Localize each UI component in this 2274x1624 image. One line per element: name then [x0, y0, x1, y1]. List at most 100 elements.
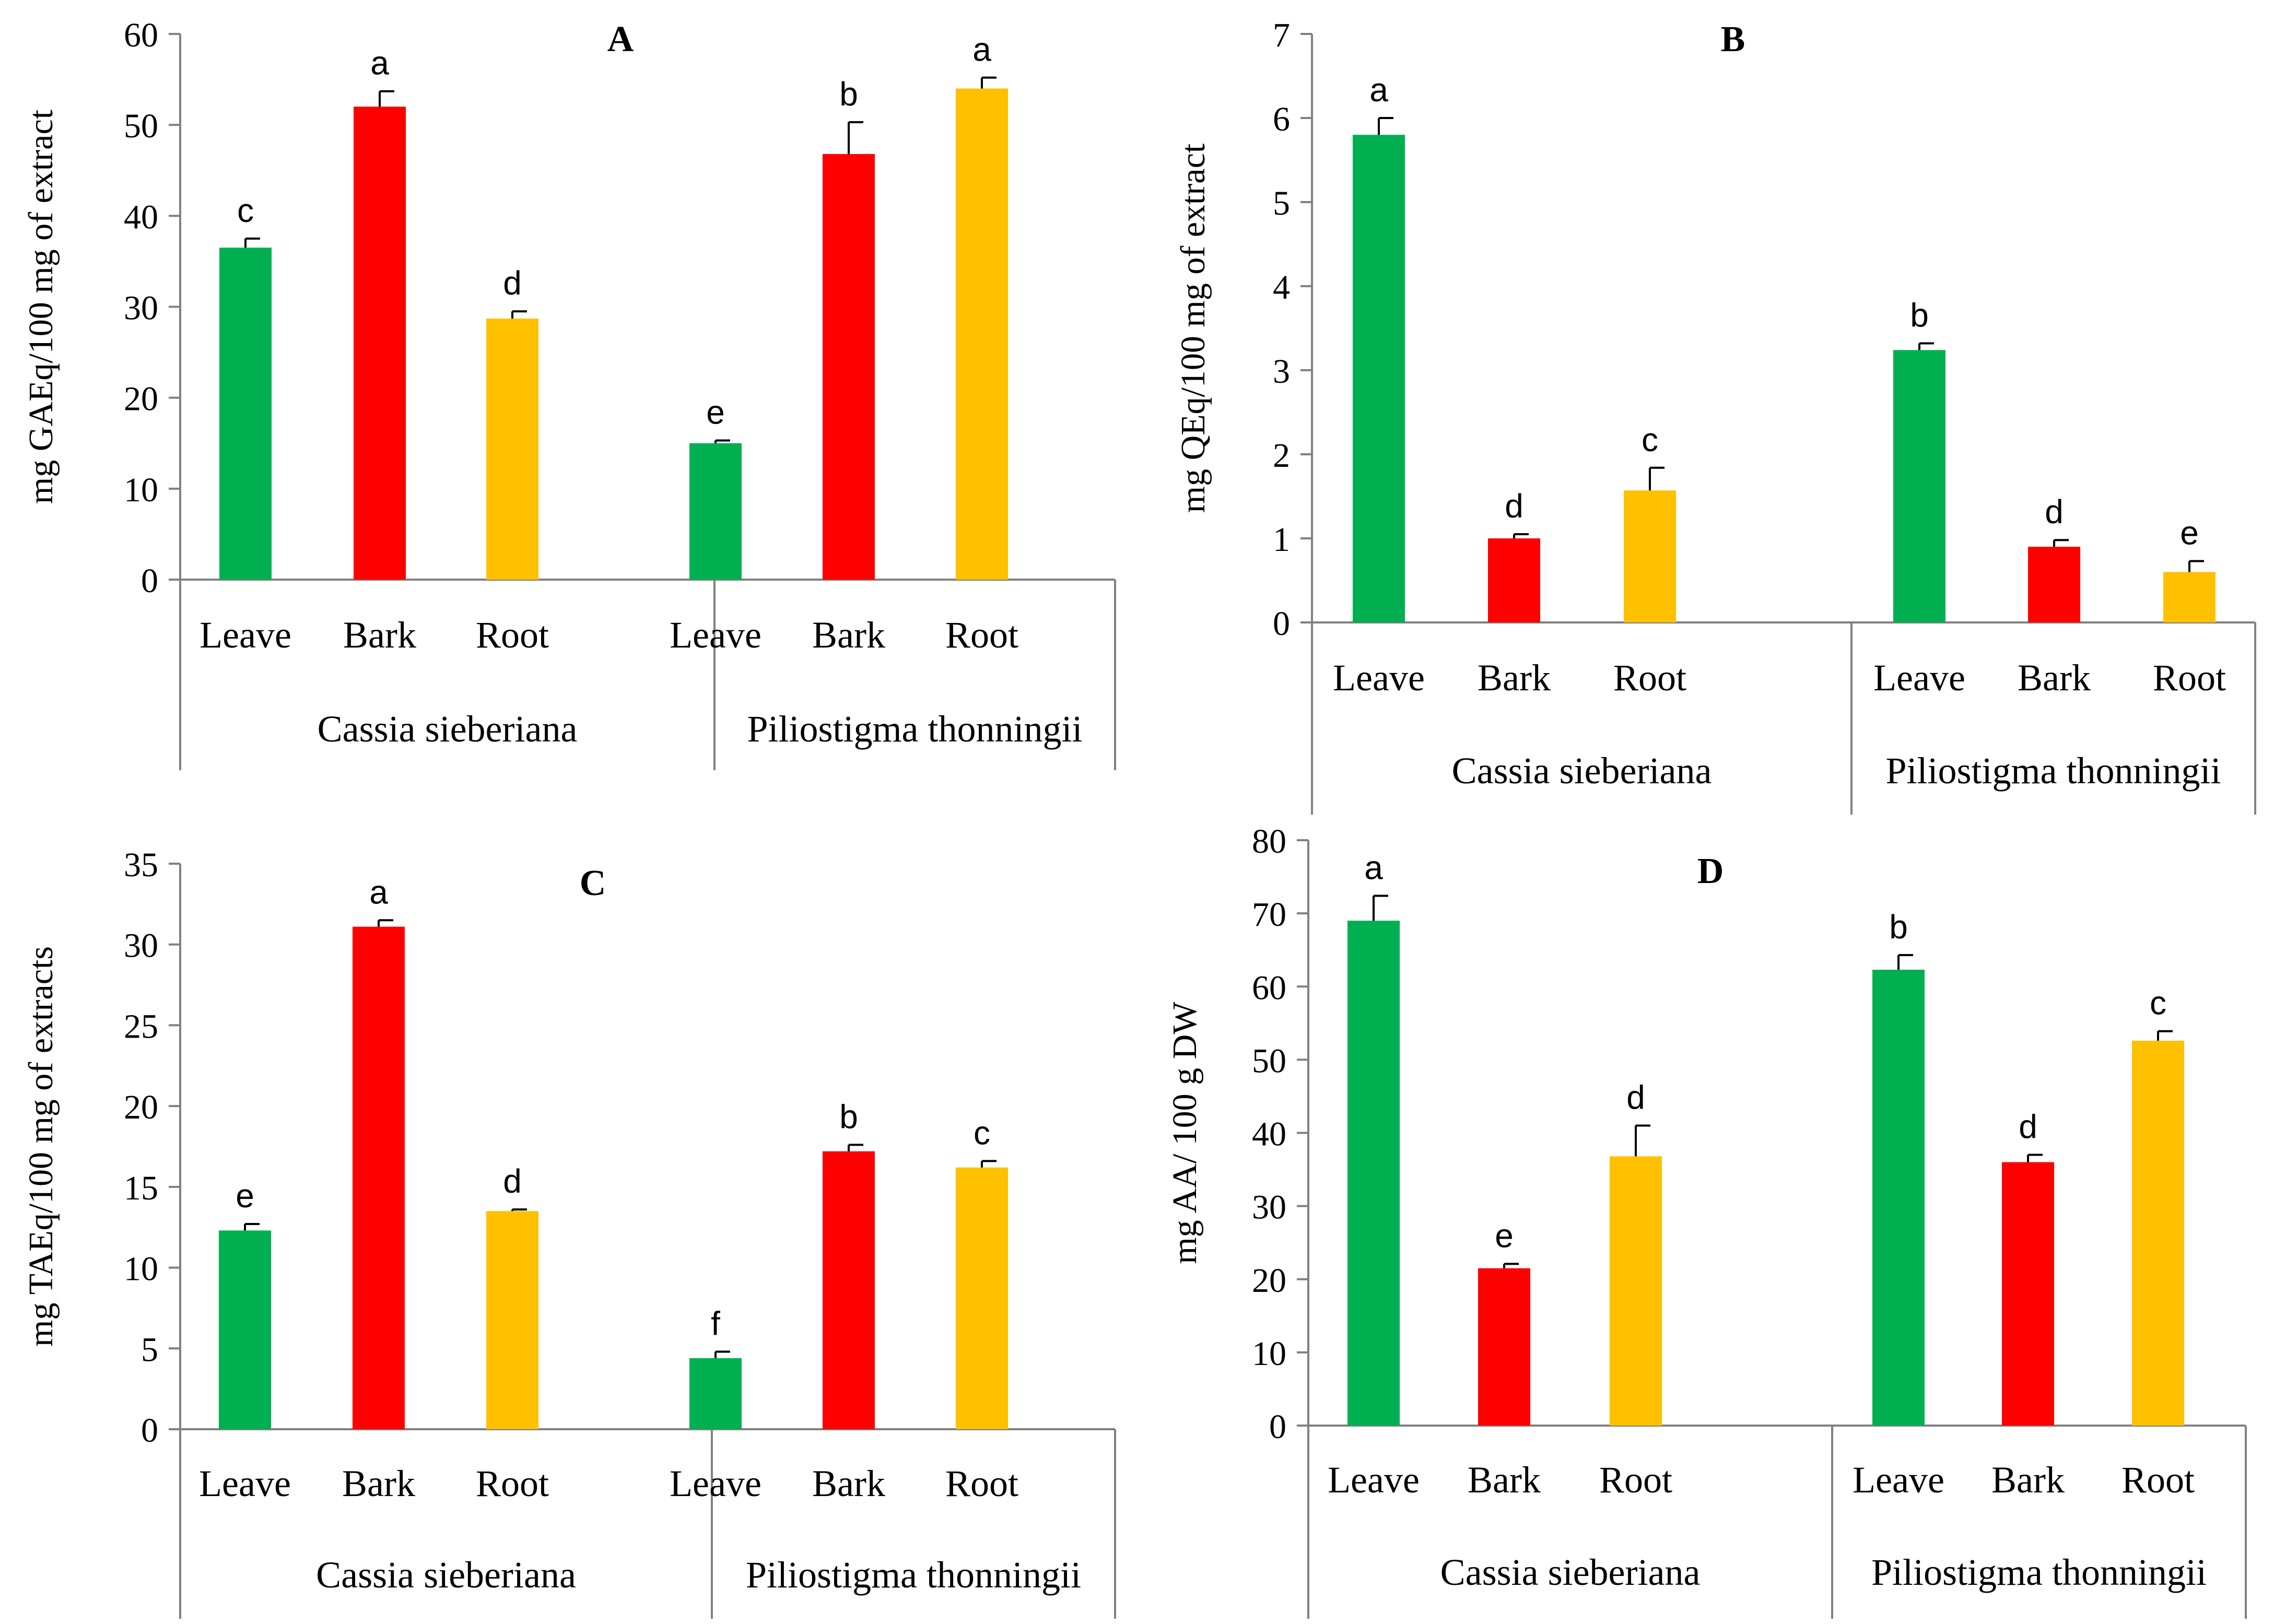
x-group-label: Cassia sieberiana	[1440, 1551, 1701, 1593]
significance-label: f	[711, 1304, 720, 1342]
bar-leave	[1353, 135, 1405, 622]
significance-label: c	[237, 192, 254, 229]
x-group-label: Piliostigma thonningii	[1871, 1551, 2207, 1593]
panel-d: 0 10 20 30 40 50 60 70 80 a Leave e Bark d Root b Leave d…	[1166, 822, 2247, 1619]
bar-root	[956, 88, 1008, 580]
panel-title-b: B	[1721, 19, 1745, 60]
y-tick-label: 3	[1273, 352, 1290, 391]
significance-label: e	[2180, 514, 2199, 551]
y-tick-label: 50	[124, 107, 158, 145]
significance-label: b	[1889, 908, 1908, 946]
y-tick-label: 30	[124, 927, 158, 965]
y-tick-label: 25	[124, 1007, 158, 1045]
y-tick-label: 50	[1252, 1042, 1286, 1080]
x-category-label: Root	[1613, 657, 1686, 699]
x-category-label: Leave	[1328, 1459, 1420, 1501]
bar-root	[1624, 490, 1676, 622]
y-tick-label: 5	[1273, 184, 1290, 222]
x-category-label: Bark	[343, 614, 416, 656]
y-tick-label: 0	[141, 562, 158, 600]
y-tick-label: 2	[1273, 437, 1290, 475]
bar-root	[2163, 572, 2216, 622]
bar-leave	[1872, 970, 1925, 1426]
y-tick-label: 0	[1269, 1408, 1286, 1446]
significance-label: d	[503, 264, 522, 302]
x-group-label: Piliostigma thonningii	[747, 708, 1082, 750]
x-category-label: Leave	[1853, 1459, 1944, 1501]
y-tick-label: 5	[141, 1331, 158, 1369]
x-group-label: Piliostigma thonningii	[746, 1554, 1081, 1596]
y-tick-label: 1	[1273, 521, 1290, 559]
significance-label: b	[839, 75, 858, 113]
y-tick-label: 20	[1252, 1262, 1286, 1300]
significance-label: d	[1505, 487, 1523, 525]
x-category-label: Bark	[2018, 657, 2091, 699]
bar-bark	[823, 154, 875, 580]
significance-label: a	[972, 31, 991, 68]
x-category-label: Bark	[1468, 1459, 1541, 1501]
bar-root	[486, 319, 538, 580]
y-axis-title: mg AA/ 100 g DW	[1166, 1002, 1204, 1264]
y-axis-title: mg TAEq/100 mg of extracts	[22, 946, 60, 1347]
bar-root	[486, 1211, 538, 1429]
x-category-label: Root	[476, 614, 549, 656]
bar-bark	[1488, 538, 1540, 622]
x-category-label: Leave	[199, 1463, 291, 1504]
significance-label: e	[1495, 1217, 1514, 1254]
significance-label: e	[236, 1177, 254, 1215]
x-category-label: Leave	[1333, 657, 1425, 699]
y-tick-label: 10	[124, 471, 158, 509]
y-tick-label: 10	[1252, 1335, 1286, 1373]
significance-label: c	[1642, 421, 1658, 458]
significance-label: d	[2045, 493, 2064, 531]
x-category-label: Leave	[670, 614, 761, 656]
x-category-label: Bark	[1991, 1459, 2065, 1501]
y-tick-label: 7	[1273, 16, 1290, 54]
x-category-label: Leave	[200, 614, 291, 656]
y-tick-label: 70	[1252, 896, 1286, 934]
x-category-label: Bark	[342, 1463, 415, 1504]
x-group-label: Cassia sieberiana	[318, 708, 578, 750]
y-tick-label: 6	[1273, 100, 1290, 138]
bar-bark	[2002, 1162, 2054, 1426]
y-tick-label: 20	[124, 380, 158, 418]
panel-b: 0 1 2 3 4 5 6 7 a Leave d Bark c Root b Leave d Bark e Root…	[1174, 16, 2256, 815]
significance-label: d	[2019, 1108, 2037, 1146]
x-category-label: Root	[945, 1463, 1018, 1504]
x-category-label: Bark	[812, 614, 885, 656]
y-tick-label: 40	[124, 198, 158, 236]
x-category-label: Root	[1599, 1459, 1672, 1501]
significance-label: e	[706, 394, 725, 431]
y-tick-label: 0	[1273, 605, 1290, 643]
significance-label: d	[1626, 1078, 1645, 1116]
significance-label: b	[839, 1098, 858, 1135]
panel-title-a: A	[607, 19, 634, 60]
x-category-label: Leave	[1873, 657, 1965, 699]
bar-root	[1610, 1156, 1662, 1426]
y-tick-label: 35	[124, 846, 158, 884]
bar-leave	[689, 443, 742, 580]
y-tick-label: 30	[124, 289, 158, 327]
x-category-label: Root	[2153, 657, 2226, 699]
significance-label: a	[1369, 71, 1388, 109]
y-tick-label: 15	[124, 1169, 158, 1207]
y-axis-title: mg QEq/100 mg of extract	[1174, 144, 1212, 513]
bar-leave	[1893, 350, 1945, 622]
significance-label: a	[370, 44, 389, 82]
significance-label: b	[1910, 296, 1929, 334]
y-tick-label: 40	[1252, 1115, 1286, 1154]
y-axis-title: mg GAEq/100 mg of extract	[22, 110, 60, 504]
x-group-label: Piliostigma thonningii	[1885, 750, 2221, 792]
y-tick-label: 10	[124, 1250, 158, 1288]
bar-bark	[353, 926, 405, 1429]
bar-bark	[823, 1151, 875, 1429]
panel-a: 0 10 20 30 40 50 60 c Leave a Bark d Root e Leave b Bark…	[22, 16, 1116, 770]
y-tick-label: 0	[141, 1411, 158, 1450]
bar-root	[2132, 1040, 2184, 1426]
bar-leave	[689, 1358, 742, 1429]
x-category-label: Root	[476, 1463, 549, 1504]
x-category-label: Bark	[812, 1463, 885, 1504]
x-category-label: Bark	[1478, 657, 1551, 699]
x-category-label: Root	[2121, 1459, 2195, 1501]
